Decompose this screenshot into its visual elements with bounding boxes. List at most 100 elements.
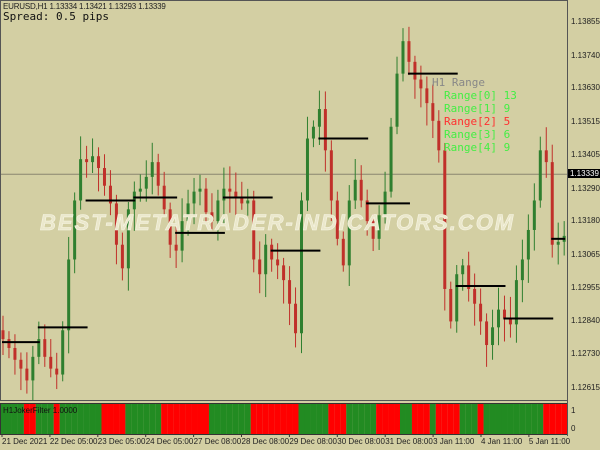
candle bbox=[91, 138, 95, 173]
candle-body bbox=[556, 241, 560, 245]
filter-bar bbox=[143, 404, 150, 434]
candle bbox=[67, 236, 71, 354]
candle-body bbox=[413, 61, 417, 80]
candle-body bbox=[210, 212, 214, 222]
filter-bar bbox=[11, 404, 18, 434]
candle bbox=[150, 142, 154, 195]
main-pane-border bbox=[0, 0, 568, 401]
time-label: 29 Dec 08:00 bbox=[289, 437, 337, 446]
current-price-label: 1.13339 bbox=[568, 169, 600, 179]
filter-bar bbox=[107, 404, 114, 434]
filter-bar bbox=[35, 404, 42, 434]
candle bbox=[55, 352, 59, 390]
candle-body bbox=[67, 259, 71, 331]
candle-body bbox=[508, 318, 512, 325]
filter-bar bbox=[513, 404, 520, 434]
filter-bar bbox=[125, 404, 132, 434]
candle bbox=[31, 345, 35, 401]
candle bbox=[317, 90, 321, 145]
filter-bar bbox=[465, 404, 472, 434]
filter-bar bbox=[274, 404, 281, 434]
candle bbox=[407, 26, 411, 76]
filter-bar bbox=[489, 404, 496, 434]
price-tick: 1.13180 bbox=[571, 216, 600, 226]
candle-body bbox=[126, 209, 130, 269]
candle bbox=[550, 144, 554, 258]
filter-bar bbox=[17, 404, 24, 434]
candle-body bbox=[550, 162, 554, 245]
candle bbox=[264, 234, 268, 298]
candle bbox=[73, 192, 77, 274]
candle bbox=[419, 65, 423, 108]
filter-bar bbox=[119, 404, 126, 434]
candle-body bbox=[353, 179, 357, 201]
filter-bar bbox=[137, 404, 144, 434]
candle bbox=[359, 165, 363, 208]
candle bbox=[497, 287, 501, 346]
filter-bar bbox=[191, 404, 198, 434]
price-tick: 1.12955 bbox=[571, 282, 600, 292]
filter-bar bbox=[77, 404, 84, 434]
filter-bar bbox=[1, 404, 6, 434]
candle-body bbox=[31, 356, 35, 381]
filter-bar bbox=[268, 404, 275, 434]
candle bbox=[443, 143, 447, 311]
filter-bar bbox=[483, 404, 490, 434]
time-label: 3 Jan 11:00 bbox=[433, 437, 475, 446]
time-label: 28 Dec 08:00 bbox=[241, 437, 290, 446]
candle-body bbox=[156, 162, 160, 186]
candle bbox=[353, 158, 357, 209]
filter-bar bbox=[131, 404, 138, 434]
candle bbox=[43, 324, 47, 367]
candle bbox=[508, 296, 512, 338]
time-label: 30 Dec 08:00 bbox=[337, 437, 385, 446]
candle bbox=[114, 194, 118, 265]
candle bbox=[282, 257, 286, 304]
candle bbox=[246, 188, 250, 216]
candle bbox=[544, 127, 548, 178]
candle-body bbox=[73, 200, 77, 260]
candle-body bbox=[371, 221, 375, 239]
candle-body bbox=[437, 120, 441, 151]
filter-bar bbox=[364, 404, 371, 434]
filter-bar bbox=[41, 404, 48, 434]
candle bbox=[19, 352, 23, 391]
candle-body bbox=[532, 200, 536, 230]
candle-body bbox=[120, 244, 124, 269]
filter-bar bbox=[477, 404, 484, 434]
candle-body bbox=[228, 188, 232, 192]
filter-bar bbox=[382, 404, 389, 434]
candle bbox=[240, 181, 244, 210]
time-label: 24 Dec 05:00 bbox=[145, 437, 194, 446]
time-label: 22 Dec 05:00 bbox=[49, 437, 98, 446]
filter-bar bbox=[358, 404, 365, 434]
range-item: Range[2] 5 bbox=[444, 115, 511, 128]
filter-bar bbox=[262, 404, 269, 434]
candle bbox=[425, 76, 429, 126]
price-tick: 1.12730 bbox=[571, 348, 600, 358]
candle bbox=[102, 154, 106, 196]
candle bbox=[401, 28, 405, 82]
filter-bar bbox=[370, 404, 377, 434]
filter-bar bbox=[101, 404, 108, 434]
candle bbox=[491, 309, 495, 360]
price-tick: 1.13630 bbox=[571, 83, 600, 93]
time-label: 31 Dec 08:00 bbox=[385, 437, 433, 446]
candle-body bbox=[138, 188, 142, 192]
indicator-axis-0: 0 bbox=[571, 424, 576, 433]
candle bbox=[365, 189, 369, 236]
candle bbox=[222, 167, 226, 224]
candle bbox=[144, 160, 148, 202]
range-levels bbox=[2, 72, 566, 344]
candle-body bbox=[443, 150, 447, 289]
symbol-info: EURUSD,H1 1.13334 1.13421 1.13293 1.1333… bbox=[3, 2, 166, 11]
candle bbox=[85, 145, 89, 178]
filter-bar bbox=[71, 404, 78, 434]
candle-body bbox=[13, 347, 17, 360]
candle-body bbox=[204, 188, 208, 213]
price-tick: 1.13290 bbox=[571, 183, 600, 193]
filter-bar bbox=[471, 404, 478, 434]
filter-bar bbox=[543, 404, 550, 434]
candle bbox=[210, 193, 214, 230]
